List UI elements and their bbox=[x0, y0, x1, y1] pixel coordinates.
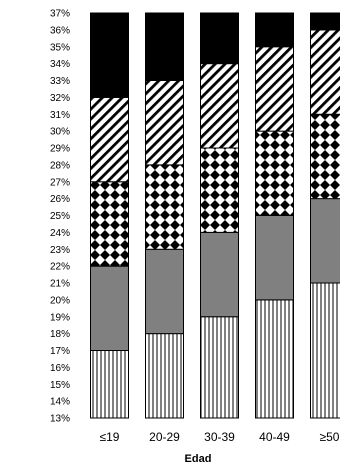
y-tick-label: 35% bbox=[50, 42, 70, 53]
y-tick-label: 32% bbox=[50, 93, 70, 104]
bar-segment-vertical-stripes bbox=[145, 333, 184, 419]
bar-segment-vertical-stripes bbox=[90, 350, 129, 419]
bar-segment-black bbox=[255, 12, 294, 48]
y-tick-label: 15% bbox=[50, 380, 70, 391]
bar-segment-diagonal-stripes bbox=[310, 29, 340, 115]
bar-segment-diamonds bbox=[90, 181, 129, 267]
y-tick-label: 18% bbox=[50, 329, 70, 340]
y-tick-label: 28% bbox=[50, 160, 70, 171]
y-tick-label: 14% bbox=[50, 397, 70, 408]
x-tick-label: 40-49 bbox=[259, 430, 290, 444]
bar-segment-diagonal-stripes bbox=[255, 46, 294, 132]
y-tick-label: 34% bbox=[50, 59, 70, 70]
y-axis: 13% 14% 15% 16% 17% 18% 19% 20% 21% 22% 23% 24% 25% 2… bbox=[50, 9, 70, 425]
y-tick-label: 37% bbox=[50, 9, 70, 20]
bar-segment-gray bbox=[145, 248, 184, 335]
bar-segment-gray bbox=[255, 215, 294, 301]
y-tick-label: 33% bbox=[50, 76, 70, 87]
y-tick-label: 17% bbox=[50, 346, 70, 357]
x-axis-labels: ≤19 20-29 30-39 40-49 ≥50 bbox=[100, 430, 340, 444]
bar-segment-diagonal-stripes bbox=[200, 63, 239, 149]
y-tick-label: 27% bbox=[50, 177, 70, 188]
y-tick-label: 23% bbox=[50, 245, 70, 256]
y-tick-label: 24% bbox=[50, 228, 70, 239]
bar-segment-diamonds bbox=[310, 113, 340, 200]
y-tick-label: 20% bbox=[50, 295, 70, 306]
x-tick-label: 30-39 bbox=[204, 430, 235, 444]
x-tick-label: ≤19 bbox=[100, 430, 120, 444]
y-tick-label: 16% bbox=[50, 363, 70, 374]
bar-segment-black bbox=[200, 12, 239, 65]
bar-segment-black bbox=[310, 12, 340, 31]
bar-segment-vertical-stripes bbox=[200, 316, 239, 419]
bar-segment-diagonal-stripes bbox=[145, 80, 184, 166]
bar-segment-gray bbox=[310, 198, 340, 284]
y-tick-label: 30% bbox=[50, 127, 70, 138]
bar-segment-vertical-stripes bbox=[255, 299, 294, 419]
bar-segment-black bbox=[145, 12, 184, 81]
bar-segment-vertical-stripes bbox=[310, 282, 340, 419]
bar-segment-gray bbox=[90, 265, 129, 351]
x-axis-title: Edad bbox=[185, 453, 212, 464]
bar-segment-black bbox=[90, 12, 129, 98]
bar-segment-diamonds bbox=[200, 147, 239, 233]
x-tick-label: 20-29 bbox=[149, 430, 180, 444]
bar-segment-gray bbox=[200, 231, 239, 318]
bars bbox=[90, 12, 340, 419]
y-tick-label: 25% bbox=[50, 211, 70, 222]
y-tick-label: 19% bbox=[50, 312, 70, 323]
y-tick-label: 22% bbox=[50, 262, 70, 273]
y-tick-label: 13% bbox=[50, 414, 70, 425]
y-tick-label: 31% bbox=[50, 110, 70, 121]
bar-segment-diamonds bbox=[145, 164, 184, 250]
y-tick-label: 26% bbox=[50, 194, 70, 205]
bar-segment-diagonal-stripes bbox=[90, 96, 129, 183]
y-tick-label: 36% bbox=[50, 25, 70, 36]
bar-segment-diamonds bbox=[255, 130, 294, 216]
y-tick-label: 29% bbox=[50, 144, 70, 155]
x-tick-label: ≥50 bbox=[320, 430, 340, 444]
y-tick-label: 21% bbox=[50, 279, 70, 290]
